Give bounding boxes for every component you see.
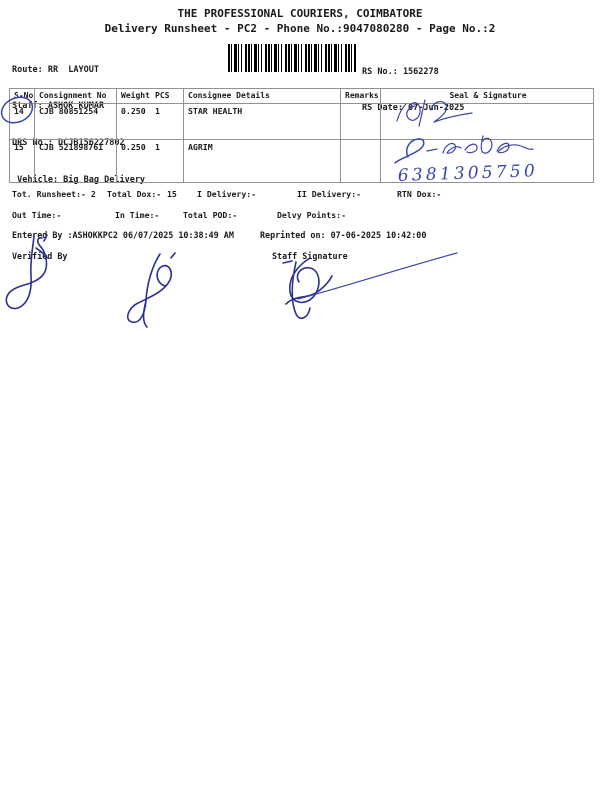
verified-by-label: Verified By	[12, 251, 68, 261]
out-time: Out Time:-	[12, 210, 62, 220]
cell-consignee: STAR HEALTH	[183, 103, 341, 140]
verified-by-signature-icon	[5, 234, 48, 310]
entered-by-line: Entered By :ASHOKKPC2 06/07/2025 10:38:4…	[12, 230, 234, 240]
cell-sno: 15	[9, 139, 35, 183]
cell-seal	[380, 139, 594, 183]
cell-consignee: AGRIM	[183, 139, 341, 183]
cell-pcs: 1	[155, 142, 160, 152]
cell-remarks	[340, 103, 381, 140]
table-row: 15 CJB 521898761 0.250 1 AGRIM	[9, 139, 594, 183]
header-weight-pcs: Weight PCS	[116, 88, 184, 104]
route-line: Route: RR LAYOUT	[12, 64, 99, 75]
rs-no-line: RS No.: 1562278	[362, 67, 439, 77]
staff-signature-icon	[282, 252, 458, 320]
middle-signature-icon	[126, 252, 176, 328]
ii-delivery: II Delivery:-	[297, 189, 362, 199]
delvy-points: Delvy Points:-	[277, 210, 347, 220]
header-sno: S-No	[9, 88, 35, 104]
total-runsheet: Tot. Runsheet:- 2	[12, 189, 96, 199]
header-seal-signature: Seal & Signature	[380, 88, 594, 104]
total-dox-value: 15	[167, 189, 177, 199]
cell-seal	[380, 103, 594, 140]
in-time: In Time:-	[115, 210, 160, 220]
cell-weight: 0.250	[121, 142, 146, 152]
rtn-dox: RTN Dox:-	[397, 189, 442, 199]
cell-weight-pcs: 0.250 1	[116, 103, 184, 140]
total-pod: Total POD:-	[183, 210, 238, 220]
runsheet-subtitle: Delivery Runsheet - PC2 - Phone No.:9047…	[104, 22, 496, 35]
cell-consignment: CJB 521898761	[34, 139, 117, 183]
reprinted-line: Reprinted on: 07-06-2025 10:42:00	[260, 230, 427, 240]
header-weight: Weight	[121, 91, 150, 100]
header-pcs: PCS	[155, 91, 170, 100]
total-dox-label: Total Dox:-	[107, 189, 162, 199]
cell-weight: 0.250	[121, 106, 146, 116]
company-title: THE PROFESSIONAL COURIERS, COIMBATORE	[177, 7, 423, 20]
table-header-row: S-No Consignment No Weight PCS Consignee …	[9, 88, 594, 104]
cell-pcs: 1	[155, 106, 160, 116]
cell-consignment: CJB 80851254	[34, 103, 117, 140]
cell-sno: 14	[9, 103, 35, 140]
header-consignee: Consignee Details	[183, 88, 341, 104]
i-delivery: I Delivery:-	[197, 189, 257, 199]
staff-signature-label: Staff Signature	[272, 251, 348, 261]
cell-weight-pcs: 0.250 1	[116, 139, 184, 183]
header-remarks: Remarks	[340, 88, 381, 104]
consignment-table: S-No Consignment No Weight PCS Consignee …	[9, 88, 594, 183]
table-row: 14 CJB 80851254 0.250 1 STAR HEALTH	[9, 103, 594, 140]
cell-remarks	[340, 139, 381, 183]
barcode-icon	[228, 44, 356, 72]
header-consignment: Consignment No	[34, 88, 117, 104]
